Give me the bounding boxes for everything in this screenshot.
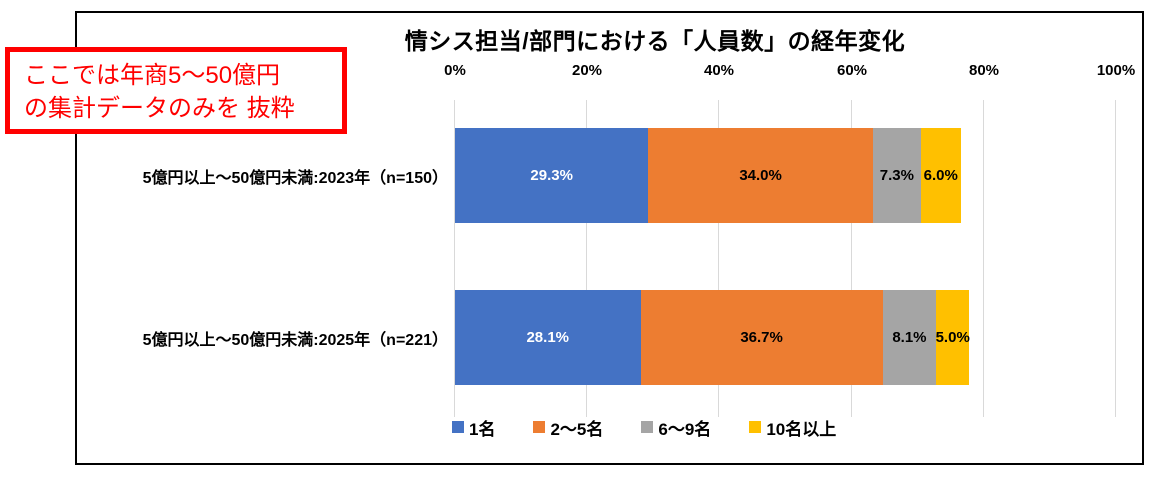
gridline [1115,100,1116,417]
segment-value-label: 29.3% [530,167,573,184]
segment-value-label: 28.1% [526,329,570,346]
bar-segment-1mei: 28.1% [455,290,641,385]
legend-label: 2～5名 [550,419,604,439]
segment-value-label: 6.0% [923,167,958,184]
x-axis-tick-label: 80% [968,62,1000,79]
bar-segment-2to5mei: 36.7% [640,290,883,385]
x-axis-tick-label: 100% [1096,62,1136,79]
legend-swatch-icon [749,421,762,433]
legend: 1名 2～5名 6～9名 10名以上 [452,414,836,440]
legend-item-2to5mei: 2～5名 [533,415,603,440]
annotation-text-line2: の集計データのみを 抜粋 [24,95,295,122]
x-axis-tick-label: 40% [703,62,735,79]
segment-value-label: 34.0% [739,167,782,184]
legend-label: 1名 [469,419,496,439]
legend-item-6to9mei: 6～9名 [641,415,711,440]
x-axis-tick-label: 60% [836,62,868,79]
bar-segment-6to9mei: 8.1% [882,290,937,385]
bar-segment-10meiijou: 6.0% [920,128,961,223]
category-label-2023: 5億円以上～50億円未満:2023年（n=150） [142,170,448,187]
gridline [454,100,455,417]
bar-2023: 29.3% 34.0% 7.3% 6.0% [455,128,961,223]
gridline [983,100,984,417]
annotation-text-line1: ここでは年商5～50億円 [24,62,281,89]
legend-label: 6～9名 [658,419,712,439]
chart-title: 情シス担当/部門における「人員数」の経年変化 [404,28,906,54]
segment-value-label: 5.0% [935,329,970,346]
segment-value-label: 36.7% [740,329,783,346]
bar-segment-1mei: 29.3% [455,128,649,223]
gridline [586,100,587,417]
bar-segment-10meiijou: 5.0% [935,290,970,385]
x-axis-tick-label: 20% [571,62,603,79]
gridline [851,100,852,417]
segment-value-label: 7.3% [879,167,914,184]
legend-item-10meiijou: 10名以上 [749,415,836,440]
legend-swatch-icon [533,421,546,433]
gridline [718,100,719,417]
category-label-2025: 5億円以上～50億円未満:2025年（n=221） [142,332,448,349]
segment-value-label: 8.1% [892,329,927,346]
bar-segment-6to9mei: 7.3% [872,128,921,223]
legend-label: 10名以上 [766,419,837,439]
legend-swatch-icon [641,421,654,433]
bar-segment-2to5mei: 34.0% [648,128,873,223]
legend-swatch-icon [452,421,464,433]
legend-item-1mei: 1名 [452,415,495,440]
bar-2025: 28.1% 36.7% 8.1% 5.0% [455,290,970,385]
x-axis-tick-label: 0% [444,62,466,79]
annotation-box: ここでは年商5～50億円 の集計データのみを 抜粋 [5,47,347,134]
